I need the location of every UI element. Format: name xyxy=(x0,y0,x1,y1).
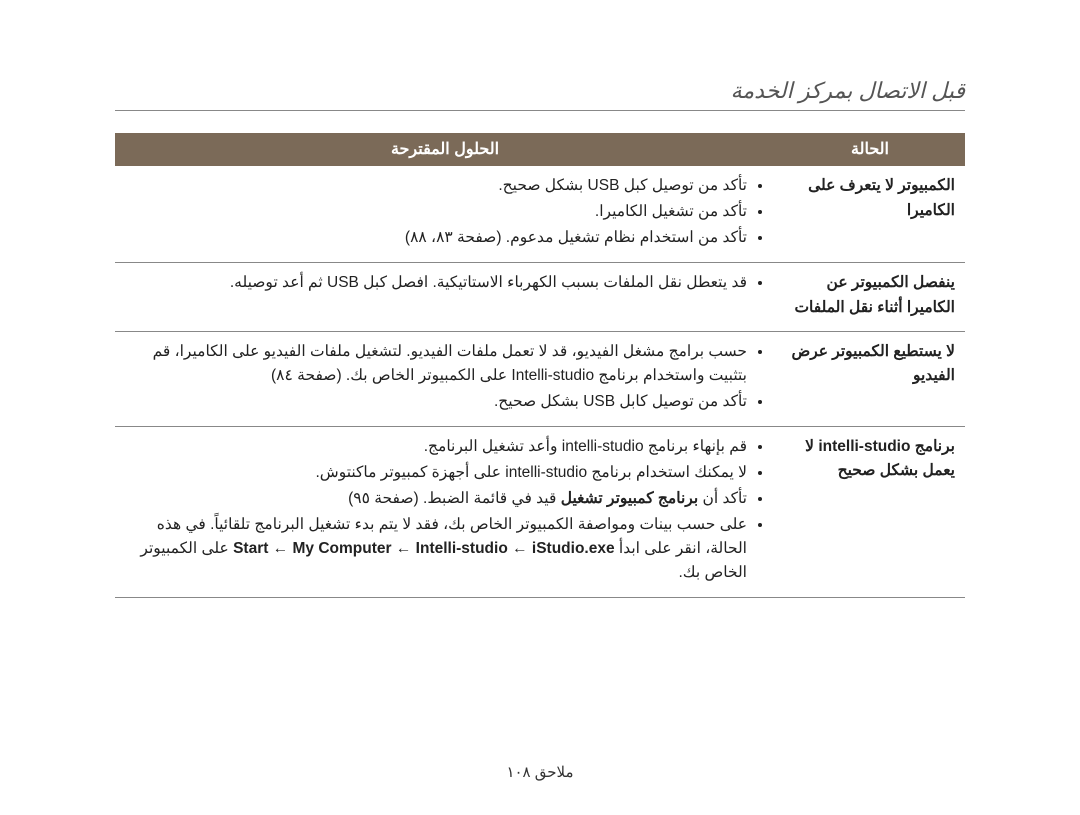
solution-cell: تأكد من توصيل كبل USB بشكل صحيح. تأكد من… xyxy=(115,166,775,263)
bullet: تأكد من توصيل كبل USB بشكل صحيح. xyxy=(125,174,747,198)
solution-cell: قد يتعطل نقل الملفات بسبب الكهرباء الاست… xyxy=(115,263,775,332)
page-title: قبل الاتصال بمركز الخدمة xyxy=(115,78,965,104)
page-footer: ملاحق ١٠٨ xyxy=(0,763,1080,781)
col-header-case: الحالة xyxy=(775,133,965,166)
col-header-solution: الحلول المقترحة xyxy=(115,133,775,166)
case-cell: لا يستطيع الكمبيوتر عرض الفيديو xyxy=(775,331,965,426)
title-divider xyxy=(115,110,965,111)
table-row: برنامج intelli-studio لا يعمل بشكل صحيح … xyxy=(115,426,965,597)
bullet: تأكد أن برنامج كمبيوتر تشغيل قيد في قائم… xyxy=(125,487,747,511)
bullet: حسب برامج مشغل الفيديو، قد لا تعمل ملفات… xyxy=(125,340,747,388)
solution-cell: قم بإنهاء برنامج intelli-studio وأعد تشغ… xyxy=(115,426,775,597)
solution-cell: حسب برامج مشغل الفيديو، قد لا تعمل ملفات… xyxy=(115,331,775,426)
case-cell: برنامج intelli-studio لا يعمل بشكل صحيح xyxy=(775,426,965,597)
table-row: ينفصل الكمبيوتر عن الكاميرا أثناء نقل ال… xyxy=(115,263,965,332)
bullet: تأكد من استخدام نظام تشغيل مدعوم. (صفحة … xyxy=(125,226,747,250)
bullet: تأكد من تشغيل الكاميرا. xyxy=(125,200,747,224)
table-row: لا يستطيع الكمبيوتر عرض الفيديو حسب برام… xyxy=(115,331,965,426)
bullet: قد يتعطل نقل الملفات بسبب الكهرباء الاست… xyxy=(125,271,747,295)
table-row: الكمبيوتر لا يتعرف على الكاميرا تأكد من … xyxy=(115,166,965,263)
bullet: لا يمكنك استخدام برنامج intelli-studio ع… xyxy=(125,461,747,485)
bullet: على حسب بينات ومواصفة الكمبيوتر الخاص بك… xyxy=(125,513,747,585)
bullet: تأكد من توصيل كابل USB بشكل صحيح. xyxy=(125,390,747,414)
bullet: قم بإنهاء برنامج intelli-studio وأعد تشغ… xyxy=(125,435,747,459)
case-cell: ينفصل الكمبيوتر عن الكاميرا أثناء نقل ال… xyxy=(775,263,965,332)
case-cell: الكمبيوتر لا يتعرف على الكاميرا xyxy=(775,166,965,263)
troubleshooting-table: الحالة الحلول المقترحة الكمبيوتر لا يتعر… xyxy=(115,133,965,598)
